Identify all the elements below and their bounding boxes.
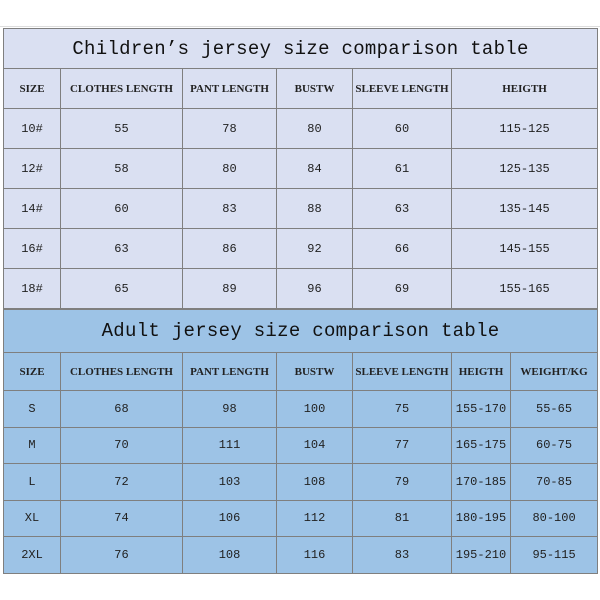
table-cell: M [3, 426, 61, 464]
column-header: BUSTW [276, 352, 353, 391]
table-row: S 68 98 100 75 155-170 55-65 [3, 390, 599, 428]
table-cell: L [3, 463, 61, 501]
table-cell: 63 [352, 188, 452, 229]
table-cell: 170-185 [451, 463, 511, 501]
table-cell: 96 [276, 268, 353, 309]
table-cell: 112 [276, 499, 353, 537]
table-cell: 18# [3, 268, 61, 309]
table-cell: 88 [276, 188, 353, 229]
column-header: CLOTHES LENGTH [60, 68, 183, 109]
adult-table-title: Adult jersey size comparison table [2, 309, 599, 353]
table-cell: 165-175 [451, 426, 511, 464]
table-row: M 70 111 104 77 165-175 60-75 [3, 426, 599, 464]
table-cell: 89 [182, 268, 277, 309]
children-size-table: Children’s jersey size comparison table … [2, 28, 599, 309]
table-row: 2XL 76 108 116 83 195-210 95-115 [3, 536, 599, 574]
table-cell: 86 [182, 228, 277, 269]
table-cell: 95-115 [509, 536, 599, 574]
table-cell: 100 [276, 390, 353, 428]
table-row: 12# 58 80 84 61 125-135 [3, 148, 599, 189]
table-cell: 55-65 [509, 390, 599, 428]
table-cell: 103 [182, 463, 277, 501]
table-cell: 80 [182, 148, 277, 189]
column-header: PANT LENGTH [182, 352, 277, 391]
column-header: SLEEVE LENGTH [352, 352, 452, 391]
table-cell: 14# [3, 188, 61, 229]
table-row: XL 74 106 112 81 180-195 80-100 [3, 499, 599, 537]
column-header: SIZE [3, 352, 61, 391]
table-cell: 80 [276, 108, 353, 149]
column-header: SIZE [3, 68, 61, 109]
table-cell: 60 [352, 108, 452, 149]
column-header: SLEEVE LENGTH [352, 68, 452, 109]
table-cell: 68 [60, 390, 183, 428]
table-cell: 63 [60, 228, 183, 269]
table-cell: 106 [182, 499, 277, 537]
table-cell: XL [3, 499, 61, 537]
table-cell: 83 [182, 188, 277, 229]
table-row: 16# 63 86 92 66 145-155 [3, 228, 599, 269]
table-cell: 77 [352, 426, 452, 464]
table-cell: 75 [352, 390, 452, 428]
column-header: WEIGHT/KG [509, 352, 599, 391]
table-cell: 16# [3, 228, 61, 269]
column-header: PANT LENGTH [182, 68, 277, 109]
table-cell: 155-165 [450, 268, 599, 309]
table-cell: 104 [276, 426, 353, 464]
table-cell: 79 [352, 463, 452, 501]
table-row: 10# 55 78 80 60 115-125 [3, 108, 599, 149]
column-header: HEIGTH [450, 68, 599, 109]
table-cell: 145-155 [450, 228, 599, 269]
table-cell: 84 [276, 148, 353, 189]
table-row: 14# 60 83 88 63 135-145 [3, 188, 599, 229]
table-cell: 108 [182, 536, 277, 574]
table-cell: 80-100 [509, 499, 599, 537]
table-cell: 155-170 [451, 390, 511, 428]
table-cell: 74 [60, 499, 183, 537]
table-cell: 58 [60, 148, 183, 189]
adult-size-table: Adult jersey size comparison table SIZE C… [2, 309, 599, 574]
children-table-title: Children’s jersey size comparison table [2, 28, 599, 69]
table-cell: 83 [352, 536, 452, 574]
table-cell: 70-85 [509, 463, 599, 501]
table-cell: 108 [276, 463, 353, 501]
table-cell: 60-75 [509, 426, 599, 464]
table-cell: 125-135 [450, 148, 599, 189]
table-cell: 135-145 [450, 188, 599, 229]
table-cell: 116 [276, 536, 353, 574]
table-cell: 70 [60, 426, 183, 464]
table-cell: 76 [60, 536, 183, 574]
table-cell: 61 [352, 148, 452, 189]
table-cell: 78 [182, 108, 277, 149]
table-cell: 92 [276, 228, 353, 269]
table-cell: 81 [352, 499, 452, 537]
table-cell: 55 [60, 108, 183, 149]
table-cell: 2XL [3, 536, 61, 574]
top-blank-strip [0, 0, 600, 27]
table-row: L 72 103 108 79 170-185 70-85 [3, 463, 599, 501]
table-cell: 98 [182, 390, 277, 428]
table-cell: 10# [3, 108, 61, 149]
table-cell: 66 [352, 228, 452, 269]
table-cell: 180-195 [451, 499, 511, 537]
table-cell: 65 [60, 268, 183, 309]
table-cell: 60 [60, 188, 183, 229]
table-cell: 69 [352, 268, 452, 309]
table-cell: 111 [182, 426, 277, 464]
table-cell: 195-210 [451, 536, 511, 574]
column-header: HEIGTH [451, 352, 511, 391]
column-header: BUSTW [276, 68, 353, 109]
table-cell: 12# [3, 148, 61, 189]
table-cell: S [3, 390, 61, 428]
table-cell: 72 [60, 463, 183, 501]
table-row: 18# 65 89 96 69 155-165 [3, 268, 599, 309]
column-header: CLOTHES LENGTH [60, 352, 183, 391]
table-cell: 115-125 [450, 108, 599, 149]
